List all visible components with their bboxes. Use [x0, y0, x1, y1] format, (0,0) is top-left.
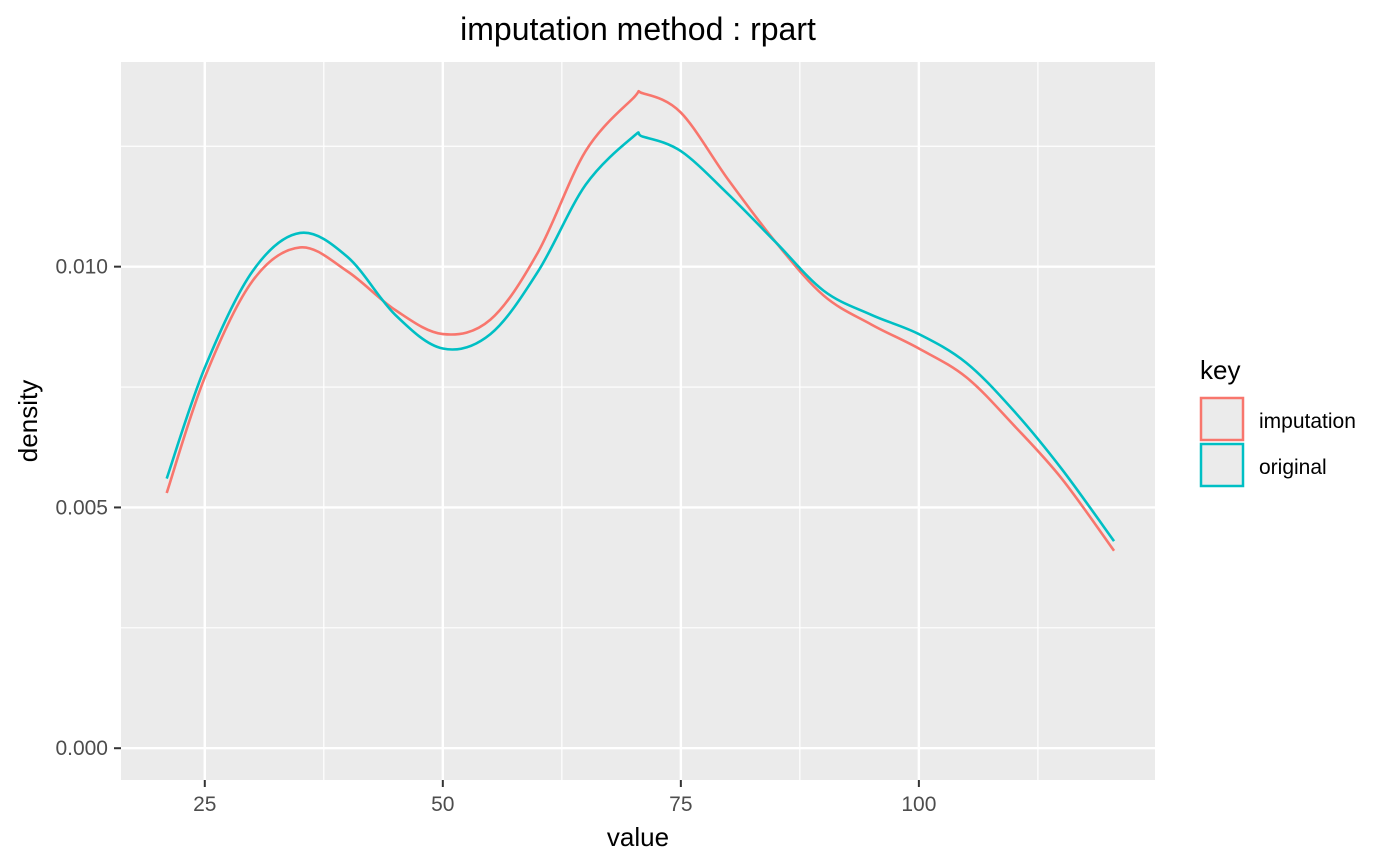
density-line-original — [165, 131, 1116, 542]
y-axis-label: density — [13, 380, 43, 462]
legend-item-imputation: imputation — [1199, 396, 1356, 442]
chart-title: imputation method : rpart — [460, 11, 816, 47]
x-axis: 25 50 75 100 — [193, 780, 936, 816]
density-line-imputation — [165, 89, 1116, 552]
y-axis: 0.000 0.005 0.010 — [55, 256, 121, 760]
legend-label-original: original — [1259, 456, 1327, 479]
x-tick-label: 100 — [901, 793, 936, 816]
series-lines — [165, 89, 1116, 552]
x-axis-label: value — [607, 822, 669, 852]
legend-title: key — [1200, 355, 1240, 385]
y-tick-label: 0.000 — [55, 737, 108, 760]
legend-key-original — [1199, 442, 1245, 488]
plot-panel — [121, 62, 1155, 780]
x-tick-label: 50 — [431, 793, 454, 816]
y-tick-label: 0.010 — [55, 256, 108, 279]
grid-minor — [121, 62, 1155, 780]
legend-key-imputation — [1199, 396, 1245, 442]
legend-label-imputation: imputation — [1259, 410, 1356, 433]
legend: key imputation original — [1199, 355, 1356, 488]
x-tick-label: 75 — [669, 793, 692, 816]
x-tick-label: 25 — [193, 793, 216, 816]
legend-item-original: original — [1199, 442, 1327, 488]
grid-major — [121, 62, 1155, 780]
y-tick-label: 0.005 — [55, 496, 108, 519]
